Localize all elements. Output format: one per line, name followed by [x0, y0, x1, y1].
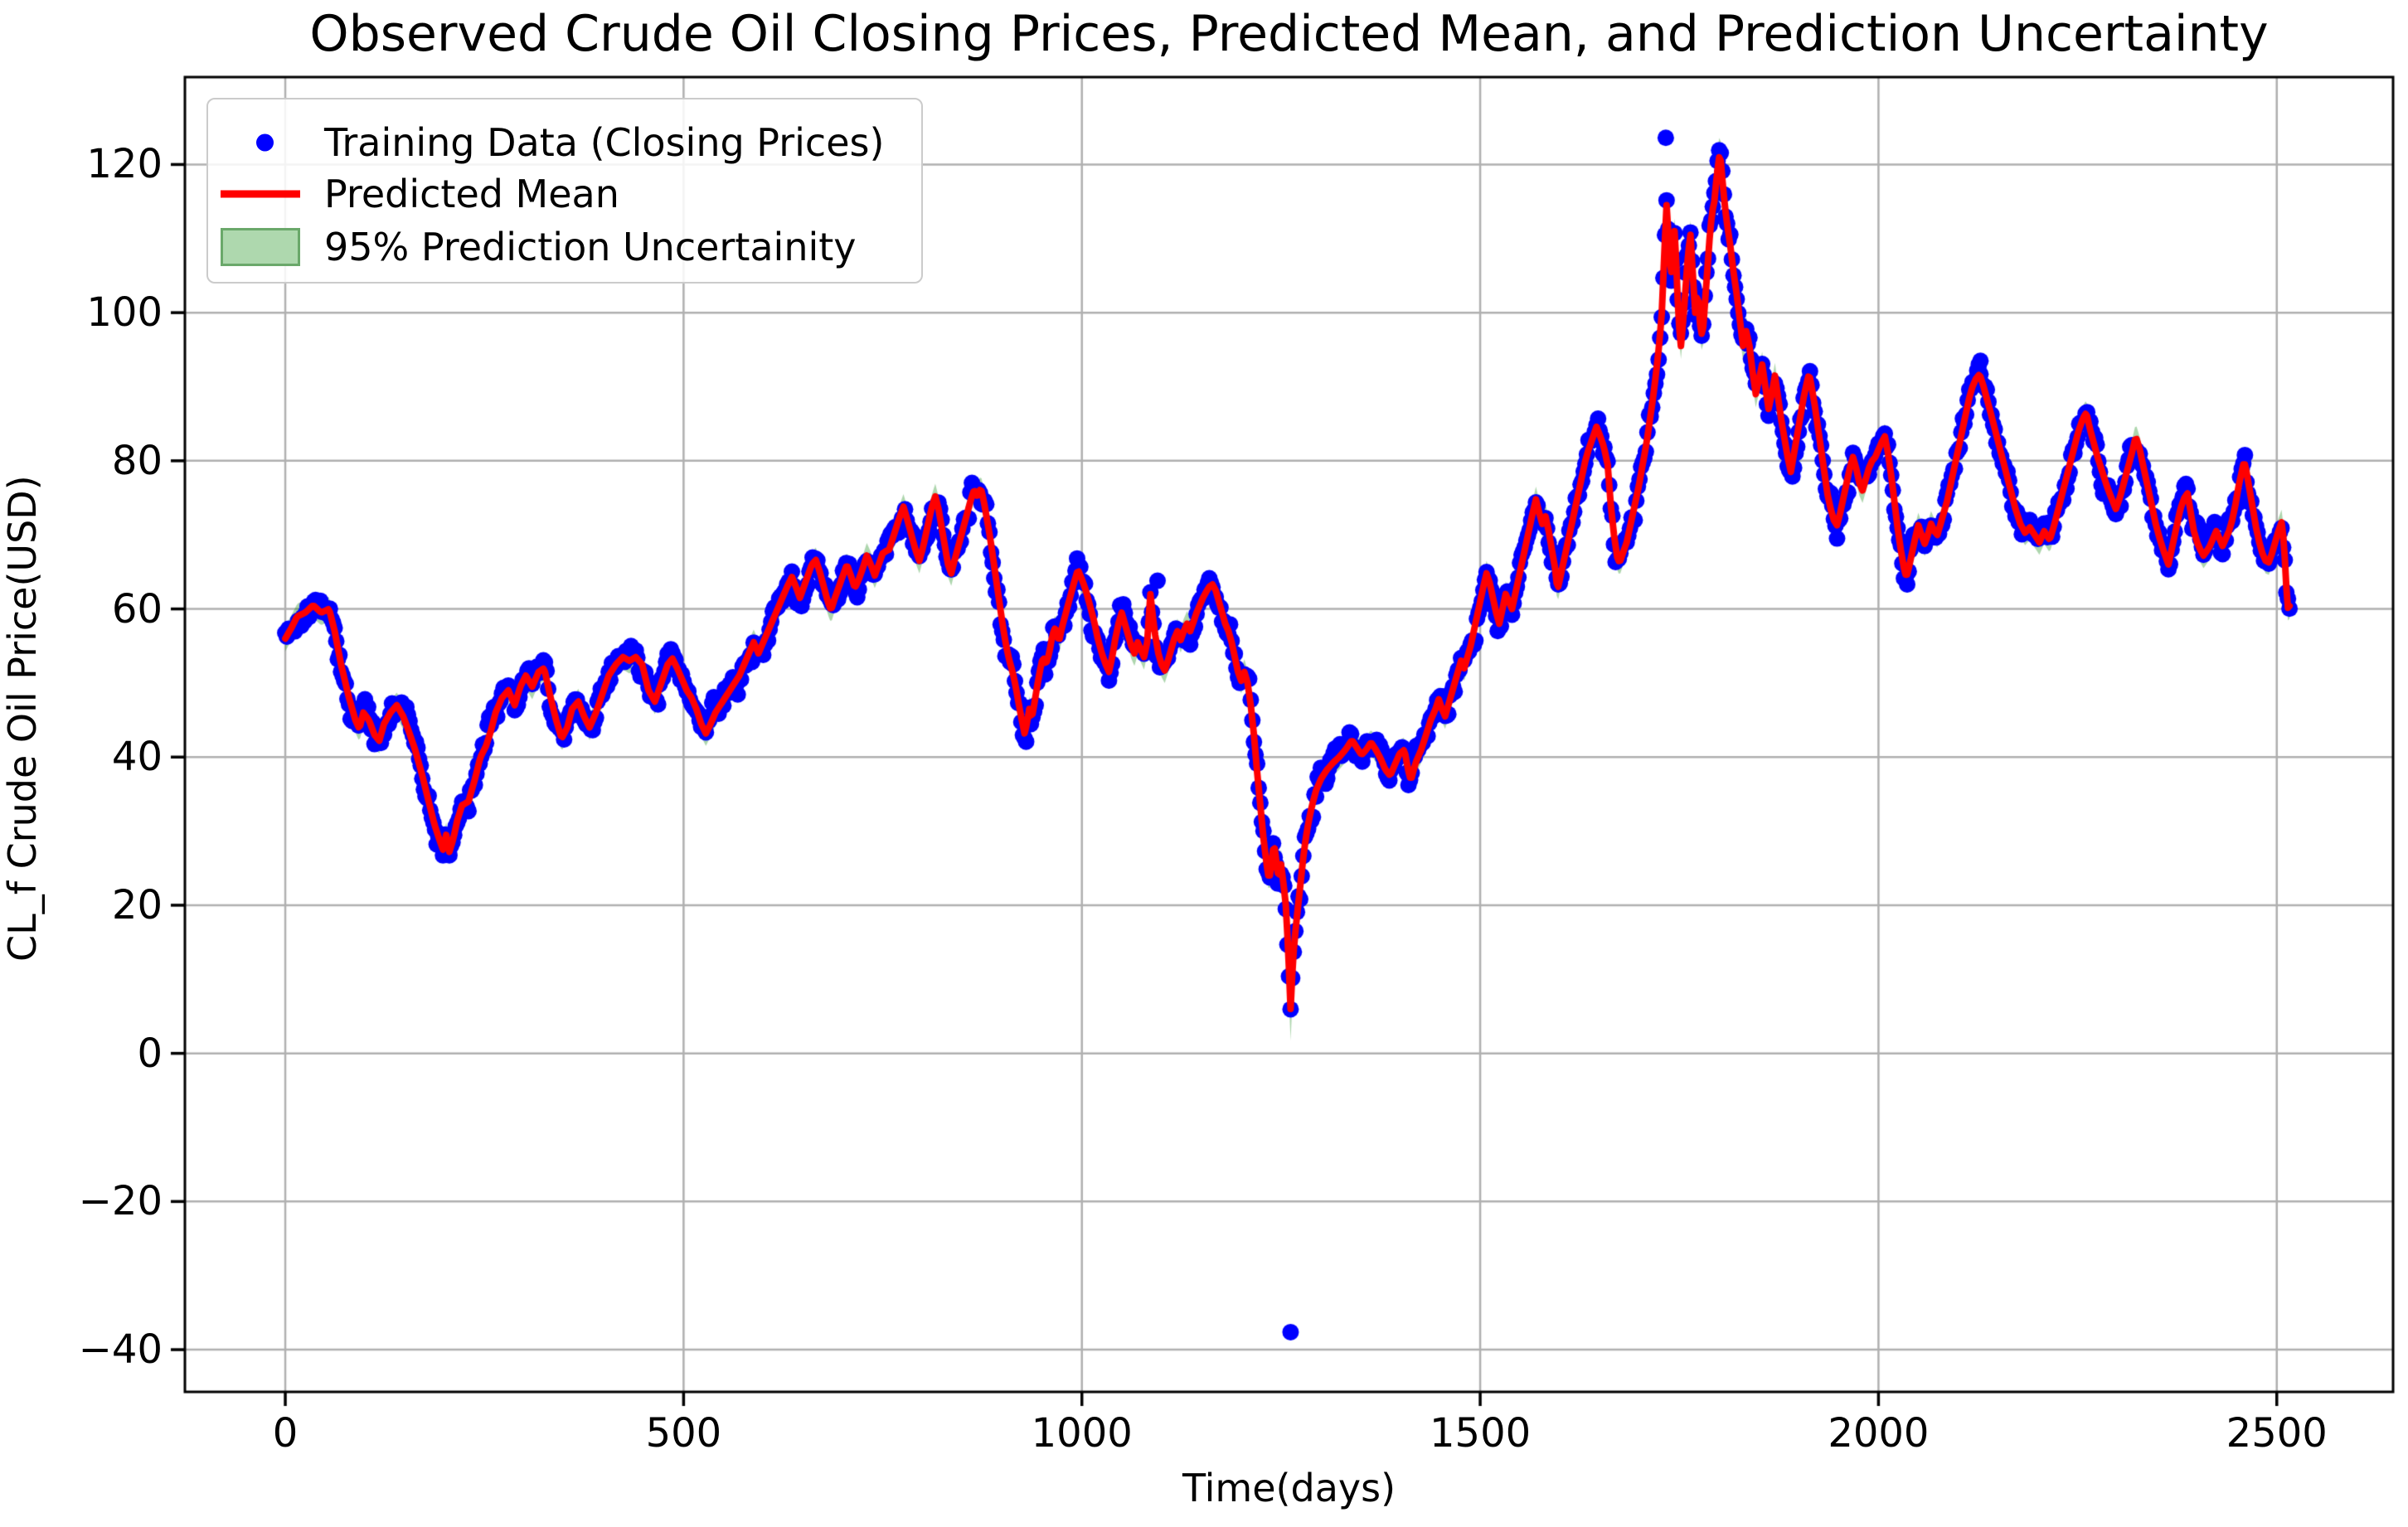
y-tick-label: 20 — [111, 881, 163, 928]
x-tick-label: 1500 — [1429, 1410, 1532, 1457]
x-axis-label: Time(days) — [1182, 1466, 1396, 1510]
legend-item-training-data: Training Data (Closing Prices) — [208, 116, 921, 169]
y-tick-label: 0 — [137, 1030, 163, 1077]
x-tick-label: 1000 — [1031, 1410, 1133, 1457]
mean-line-icon — [221, 190, 300, 198]
x-tick-label: 2500 — [2226, 1410, 2328, 1457]
y-tick-label: −40 — [78, 1326, 163, 1374]
legend: Training Data (Closing Prices) Predicted… — [206, 98, 923, 284]
y-tick-label: 120 — [86, 141, 163, 188]
legend-label: Predicted Mean — [324, 172, 619, 216]
legend-item-uncertainty: 95% Prediction Uncertainity — [208, 221, 921, 274]
legend-item-predicted-mean: Predicted Mean — [208, 167, 921, 221]
chart-title: Observed Crude Oil Closing Prices, Predi… — [309, 5, 2269, 63]
y-tick-label: 40 — [111, 734, 163, 781]
x-tick-label: 2000 — [1828, 1410, 1930, 1457]
x-tick-label: 0 — [272, 1410, 299, 1457]
x-tick-label: 500 — [645, 1410, 722, 1457]
legend-label: Training Data (Closing Prices) — [324, 120, 885, 165]
legend-label: 95% Prediction Uncertainity — [324, 225, 857, 269]
scatter-dot-icon — [256, 133, 274, 152]
y-tick-label: −20 — [78, 1178, 163, 1225]
y-tick-label: 80 — [111, 437, 163, 484]
uncertainty-band-icon — [221, 228, 300, 266]
y-tick-label: 60 — [111, 585, 163, 633]
y-tick-label: 100 — [86, 289, 163, 337]
